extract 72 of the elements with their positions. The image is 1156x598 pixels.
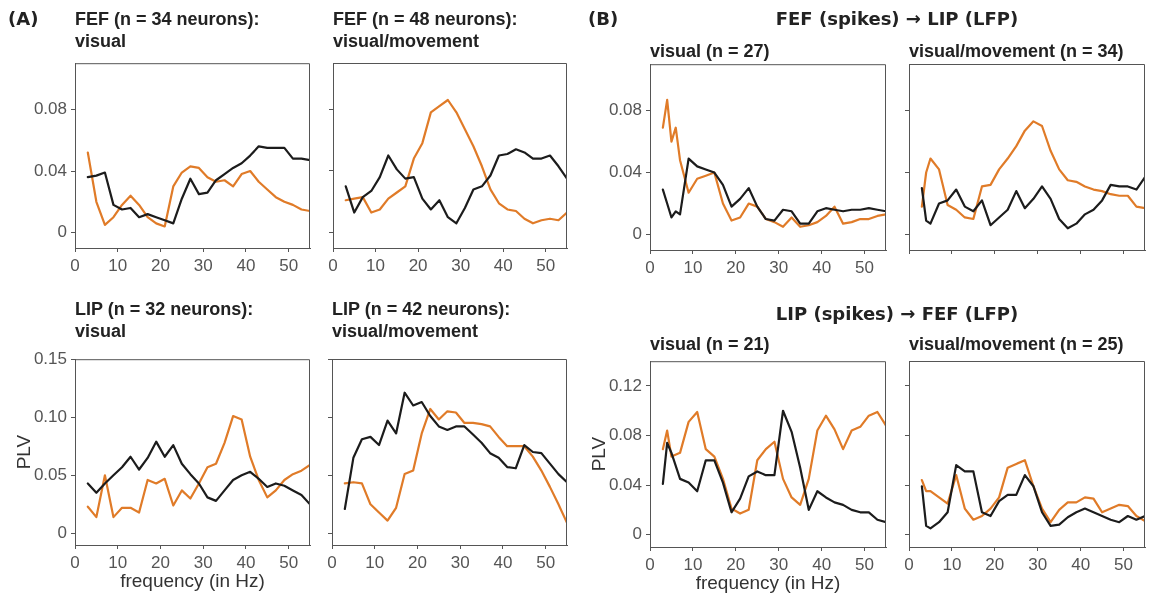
x-tick-label: 40 <box>236 255 256 275</box>
x-tick-label: 0 <box>327 552 337 572</box>
chart-title: LIP (n = 42 neurons): visual/movement <box>332 298 512 342</box>
x-axis-title: frequency (in Hz) <box>695 571 841 593</box>
y-tick-label: 0.08 <box>608 100 642 120</box>
y-tick-label: 0.12 <box>608 375 642 395</box>
text: FEF (spikes) → LIP (LFP) <box>774 8 1020 30</box>
y-tick-label: 0.05 <box>33 465 67 485</box>
x-tick-label: 20 <box>150 552 170 572</box>
chart-title: FEF (n = 34 neurons): visual <box>75 8 261 52</box>
x-tick-label: 10 <box>365 552 385 572</box>
y-tick-label: 0.04 <box>608 474 642 494</box>
y-tick-label: 0 <box>57 222 67 242</box>
x-tick-label: 30 <box>769 257 789 277</box>
x-tick-label: 0 <box>70 255 80 275</box>
x-tick-label: 10 <box>366 255 386 275</box>
x-tick-label: 10 <box>683 554 703 574</box>
x-tick-label: 30 <box>193 255 213 275</box>
y-tick-label: 0.08 <box>33 99 67 119</box>
y-tick-label: 0 <box>632 524 642 544</box>
x-tick-label: 20 <box>985 554 1005 574</box>
y-tick-label: 0 <box>632 224 642 244</box>
x-tick-label: 30 <box>193 552 213 572</box>
x-tick-label: 0 <box>645 554 655 574</box>
x-tick-label: 30 <box>769 554 789 574</box>
y-tick-label: 0.04 <box>608 162 642 182</box>
text: LIP (spikes) → FEF (LFP) <box>774 303 1020 325</box>
y-axis-title: PLV <box>12 434 34 470</box>
x-tick-label: 0 <box>70 552 80 572</box>
chart-title: visual/movement (n = 34) <box>909 40 1125 62</box>
x-tick-label: 0 <box>645 257 655 277</box>
x-axis-title: frequency (in Hz) <box>120 569 265 591</box>
x-tick-label: 50 <box>279 255 299 275</box>
y-tick-label: 0.08 <box>608 425 642 445</box>
y-tick-label: 0.10 <box>33 406 67 426</box>
chart-title: FEF (n = 48 neurons): visual/movement <box>333 8 519 52</box>
x-tick-label: 30 <box>451 255 471 275</box>
x-tick-label: 20 <box>726 554 746 574</box>
x-tick-label: 40 <box>493 255 513 275</box>
x-tick-label: 10 <box>942 554 962 574</box>
y-tick-label: 0.15 <box>33 348 67 368</box>
y-axis-title: PLV <box>587 436 609 472</box>
x-tick-label: 20 <box>150 255 170 275</box>
x-tick-label: 20 <box>726 257 746 277</box>
x-tick-label: 40 <box>493 552 513 572</box>
x-tick-label: 50 <box>1114 554 1134 574</box>
x-tick-label: 40 <box>812 257 832 277</box>
x-tick-label: 10 <box>683 257 703 277</box>
x-tick-label: 50 <box>279 552 299 572</box>
x-tick-label: 50 <box>855 554 875 574</box>
x-tick-label: 20 <box>408 255 428 275</box>
x-tick-label: 30 <box>450 552 470 572</box>
x-tick-label: 0 <box>328 255 338 275</box>
chart-title: visual (n = 27) <box>650 40 771 62</box>
x-tick-label: 10 <box>108 552 128 572</box>
chart-title: visual (n = 21) <box>650 333 771 355</box>
chart-title: LIP (n = 32 neurons): visual <box>75 298 255 342</box>
x-tick-label: 0 <box>904 554 914 574</box>
x-tick-label: 40 <box>236 552 256 572</box>
x-tick-label: 50 <box>536 255 556 275</box>
chart-title: visual/movement (n = 25) <box>909 333 1125 355</box>
text: (A) <box>8 8 39 30</box>
x-tick-label: 40 <box>1071 554 1091 574</box>
x-tick-label: 50 <box>536 552 556 572</box>
y-tick-label: 0 <box>57 523 67 543</box>
x-tick-label: 30 <box>1028 554 1048 574</box>
text: (B) <box>588 8 619 30</box>
x-tick-label: 40 <box>812 554 832 574</box>
x-tick-label: 50 <box>855 257 875 277</box>
y-tick-label: 0.04 <box>33 160 67 180</box>
x-tick-label: 20 <box>407 552 427 572</box>
x-tick-label: 10 <box>108 255 128 275</box>
